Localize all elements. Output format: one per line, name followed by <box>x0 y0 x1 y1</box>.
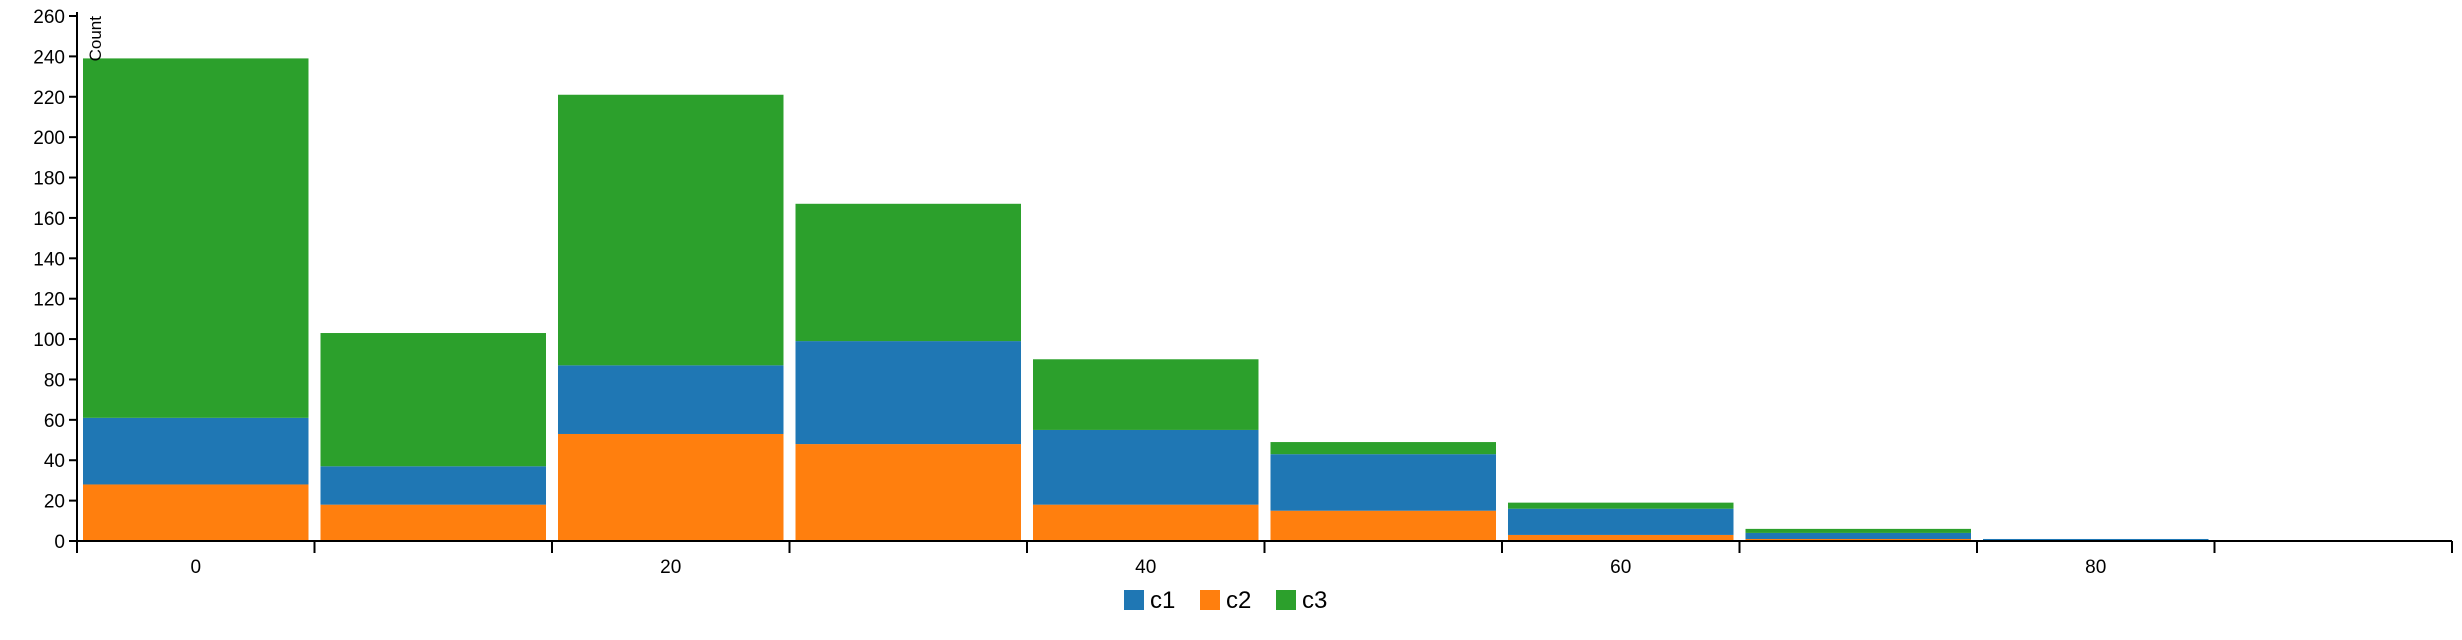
legend-swatch <box>1276 590 1296 610</box>
y-tick-label: 120 <box>33 290 65 311</box>
bar-c2 <box>558 433 784 541</box>
bar-c3 <box>1745 528 1971 533</box>
legend-item-c1: c1 <box>1124 587 1175 614</box>
bar-c2 <box>1508 534 1734 541</box>
bar-c2 <box>1033 504 1259 541</box>
x-tick-label: 80 <box>2085 557 2106 578</box>
y-tick-label: 160 <box>33 209 65 230</box>
bar-c3 <box>1270 442 1496 455</box>
bar-c1 <box>1745 532 1971 539</box>
bar-c3 <box>320 333 546 467</box>
bar-c1 <box>1983 538 2209 541</box>
bar-c3 <box>795 203 1021 342</box>
y-tick-label: 220 <box>33 88 65 109</box>
bar-c3 <box>1033 359 1259 430</box>
bars-layer <box>83 58 2209 541</box>
y-tick-label: 20 <box>44 492 65 513</box>
x-tick-label: 40 <box>1135 557 1156 578</box>
legend-swatch <box>1124 590 1144 610</box>
y-tick-label: 180 <box>33 169 65 190</box>
legend-item-c2: c2 <box>1200 587 1251 614</box>
bar-c3 <box>558 94 784 366</box>
bar-c1 <box>1270 454 1496 511</box>
legend-label: c1 <box>1150 587 1175 614</box>
legend-item-c3: c3 <box>1276 587 1327 614</box>
bar-c1 <box>795 341 1021 445</box>
y-tick-label: 40 <box>44 451 65 472</box>
bar-c2 <box>795 444 1021 541</box>
bar-c1 <box>558 365 784 434</box>
legend-label: c3 <box>1302 587 1327 614</box>
legend-label: c2 <box>1226 587 1251 614</box>
legend: c1 c2 c3 <box>1124 587 1327 614</box>
bar-c3 <box>83 58 309 418</box>
x-tick-label: 60 <box>1610 557 1631 578</box>
bar-c2 <box>1270 510 1496 541</box>
bar-c3 <box>1508 502 1734 509</box>
y-axis: 0 20 40 60 80 100 120 140 160 180 200 220 240 260 <box>33 7 78 553</box>
legend-swatch <box>1200 590 1220 610</box>
x-axis: 0 20 40 60 80 <box>76 540 2453 578</box>
x-tick-label: 20 <box>660 557 681 578</box>
y-axis-title: Count <box>86 16 105 62</box>
y-tick-label: 60 <box>44 411 65 432</box>
bar-c2 <box>1745 538 1971 541</box>
bar-c2 <box>320 504 546 541</box>
bar-c1 <box>1033 429 1259 505</box>
bar-c1 <box>83 417 309 485</box>
bar-c1 <box>1508 508 1734 535</box>
y-tick-label: 240 <box>33 47 65 68</box>
y-tick-label: 0 <box>54 532 65 553</box>
bar-c2 <box>83 484 309 541</box>
y-tick-label: 260 <box>33 7 65 28</box>
x-tick-label: 0 <box>190 557 201 578</box>
y-tick-label: 100 <box>33 330 65 351</box>
y-tick-label: 80 <box>44 370 65 391</box>
y-tick-label: 140 <box>33 249 65 270</box>
y-tick-label: 200 <box>33 128 65 149</box>
bar-c1 <box>320 466 546 505</box>
